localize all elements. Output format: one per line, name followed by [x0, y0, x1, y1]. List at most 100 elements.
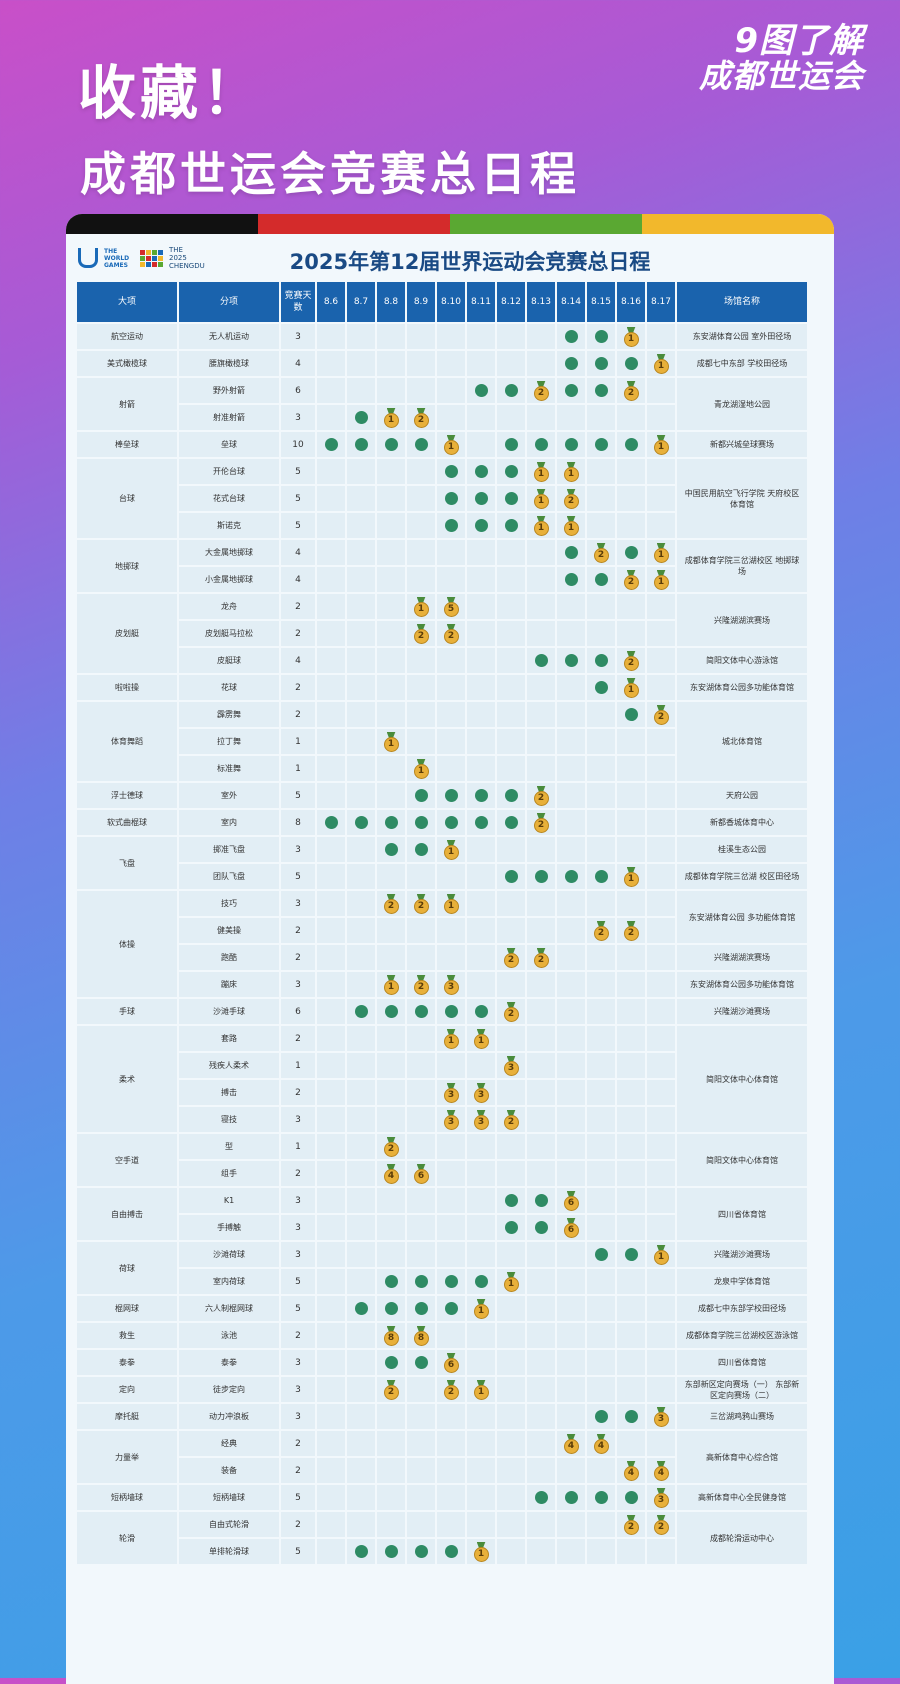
competition-dot-icon: [324, 816, 338, 829]
schedule-cell: [557, 1404, 585, 1429]
schedule-cell: [317, 756, 345, 781]
competition-dot-icon: [354, 1545, 368, 1558]
schedule-cell: [467, 1512, 495, 1537]
schedule-cell: [647, 864, 675, 889]
event-cell: 腰旗橄榄球: [179, 351, 279, 376]
schedule-cell: [647, 999, 675, 1024]
medal-icon: 2: [503, 1002, 520, 1022]
schedule-cell: [647, 1323, 675, 1348]
competition-dot-icon: [384, 1005, 398, 1018]
schedule-cell: 2: [557, 486, 585, 511]
schedule-cell: [407, 1377, 435, 1402]
schedule-cell: [617, 1323, 645, 1348]
competition-dot-icon: [504, 465, 518, 478]
days-cell: 3: [281, 972, 315, 997]
schedule-cell: [587, 1053, 615, 1078]
schedule-cell: [647, 1080, 675, 1105]
schedule-cell: [377, 432, 405, 457]
schedule-cell: 2: [587, 918, 615, 943]
schedule-cell: [647, 918, 675, 943]
header-date: 8.11: [467, 282, 495, 322]
schedule-cell: [407, 1296, 435, 1321]
schedule-cell: [617, 1215, 645, 1240]
medal-icon: 6: [413, 1164, 430, 1184]
medal-icon: 1: [383, 408, 400, 428]
schedule-cell: [437, 1188, 465, 1213]
schedule-cell: [557, 540, 585, 565]
schedule-cell: [377, 1080, 405, 1105]
schedule-cell: [497, 432, 525, 457]
schedule-cell: [437, 783, 465, 808]
competition-dot-icon: [594, 384, 608, 397]
competition-dot-icon: [354, 1005, 368, 1018]
medal-icon: 2: [413, 975, 430, 995]
schedule-cell: [497, 891, 525, 916]
schedule-cell: [587, 1539, 615, 1564]
schedule-cell: [587, 1377, 615, 1402]
competition-dot-icon: [624, 708, 638, 721]
schedule-cell: [467, 1134, 495, 1159]
medal-icon: 1: [383, 732, 400, 752]
schedule-cell: [587, 783, 615, 808]
medal-count: 1: [473, 1033, 489, 1049]
schedule-cell: [527, 972, 555, 997]
schedule-cell: [557, 837, 585, 862]
competition-dot-icon: [354, 1302, 368, 1315]
schedule-cell: [407, 1485, 435, 1510]
schedule-cell: [467, 1188, 495, 1213]
medal-icon: 1: [473, 1299, 490, 1319]
event-cell: 六人制棍网球: [179, 1296, 279, 1321]
medal-icon: 2: [563, 489, 580, 509]
table-row: 皮划艇马拉松 2 2 2: [77, 621, 807, 646]
schedule-cell: [557, 1269, 585, 1294]
schedule-cell: [587, 756, 615, 781]
competition-dot-icon: [564, 357, 578, 370]
schedule-cell: [467, 999, 495, 1024]
schedule-cell: [467, 1431, 495, 1456]
days-cell: 1: [281, 729, 315, 754]
event-cell: 小金属地掷球: [179, 567, 279, 592]
medal-icon: 6: [563, 1218, 580, 1238]
medal-count: 2: [533, 817, 549, 833]
medal-icon: 2: [653, 1515, 670, 1535]
table-row: 美式橄榄球 腰旗橄榄球 4 1 成都七中东部 学校田径场: [77, 351, 807, 376]
schedule-cell: [317, 1485, 345, 1510]
schedule-cell: [377, 999, 405, 1024]
schedule-cell: [407, 1188, 435, 1213]
schedule-cell: 1: [437, 891, 465, 916]
competition-dot-icon: [564, 573, 578, 586]
schedule-cell: [557, 432, 585, 457]
venue-cell: 桂溪生态公园: [677, 837, 807, 862]
schedule-cell: [497, 675, 525, 700]
competition-dot-icon: [624, 1491, 638, 1504]
schedule-cell: [557, 783, 585, 808]
competition-dot-icon: [594, 1410, 608, 1423]
schedule-cell: [377, 810, 405, 835]
schedule-cell: [497, 378, 525, 403]
competition-dot-icon: [594, 573, 608, 586]
medal-count: 1: [563, 466, 579, 482]
schedule-cell: [467, 486, 495, 511]
schedule-cell: [617, 972, 645, 997]
competition-dot-icon: [444, 816, 458, 829]
schedule-cell: 4: [377, 1161, 405, 1186]
table-row: 浮士德球 室外 5 2 天府公园: [77, 783, 807, 808]
medal-count: 2: [623, 1519, 639, 1535]
world-games-logo-icon: [78, 248, 98, 268]
schedule-cell: [347, 1134, 375, 1159]
days-cell: 2: [281, 1323, 315, 1348]
competition-dot-icon: [564, 438, 578, 451]
competition-dot-icon: [564, 1491, 578, 1504]
medal-count: 1: [533, 493, 549, 509]
schedule-cell: [347, 1296, 375, 1321]
competition-dot-icon: [534, 1221, 548, 1234]
schedule-cell: [467, 1323, 495, 1348]
schedule-cell: [557, 1323, 585, 1348]
venue-cell: 新都兴城垒球赛场: [677, 432, 807, 457]
schedule-cell: [377, 864, 405, 889]
schedule-cell: [347, 1539, 375, 1564]
schedule-cell: [587, 1026, 615, 1051]
table-row: 短柄墙球 短柄墙球 5 3 高新体育中心全民健身馆: [77, 1485, 807, 1510]
sport-cell: 柔术: [77, 1026, 177, 1132]
schedule-cell: [347, 891, 375, 916]
